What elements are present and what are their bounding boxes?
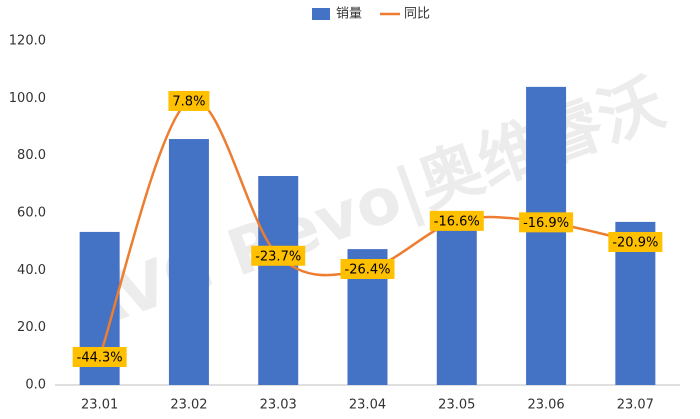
data-label-box [429, 210, 484, 231]
y-tick-label: 80.0 [17, 148, 46, 163]
x-tick-label: 23.02 [170, 398, 207, 413]
data-label-box [519, 212, 574, 233]
y-tick-label: 100.0 [9, 91, 46, 106]
data-label-box [340, 259, 395, 280]
y-tick-label: 40.0 [17, 263, 46, 278]
x-tick-label: 23.01 [81, 398, 118, 413]
data-label-text: -44.3% [77, 350, 123, 365]
bar [526, 86, 567, 385]
data-label-text: -20.9% [612, 235, 658, 250]
y-tick-label: 60.0 [17, 206, 46, 221]
x-tick-label: 23.07 [617, 398, 654, 413]
data-label-box [72, 346, 127, 367]
legend-swatch [312, 8, 330, 20]
data-label-text: -26.4% [345, 263, 391, 278]
data-label: 7.8% [168, 90, 210, 111]
legend-label: 销量 [336, 7, 362, 22]
data-label: -16.9% [519, 212, 574, 233]
x-tick-label: 23.04 [349, 398, 386, 413]
x-tick-label: 23.06 [527, 398, 564, 413]
data-label-text: -16.9% [523, 216, 569, 231]
data-label: -16.6% [429, 210, 484, 231]
data-label: -26.4% [340, 259, 395, 280]
x-tick-label: 23.03 [260, 398, 297, 413]
data-label: -23.7% [251, 245, 306, 266]
data-label: -44.3% [72, 346, 127, 367]
data-label-box [608, 231, 663, 252]
bar [258, 176, 299, 385]
bar [436, 224, 477, 385]
data-label-text: 7.8% [172, 94, 205, 109]
x-tick-label: 23.05 [438, 398, 475, 413]
bar [168, 139, 209, 385]
data-label: -20.9% [608, 231, 663, 252]
y-tick-label: 20.0 [17, 320, 46, 335]
y-tick-label: 120.0 [9, 34, 46, 49]
data-label-box [168, 90, 210, 111]
data-label-text: -16.6% [434, 214, 480, 229]
legend-label: 同比 [404, 7, 430, 22]
data-label-box [251, 245, 306, 266]
data-label-text: -23.7% [255, 249, 301, 264]
y-tick-label: 0.0 [25, 378, 46, 393]
